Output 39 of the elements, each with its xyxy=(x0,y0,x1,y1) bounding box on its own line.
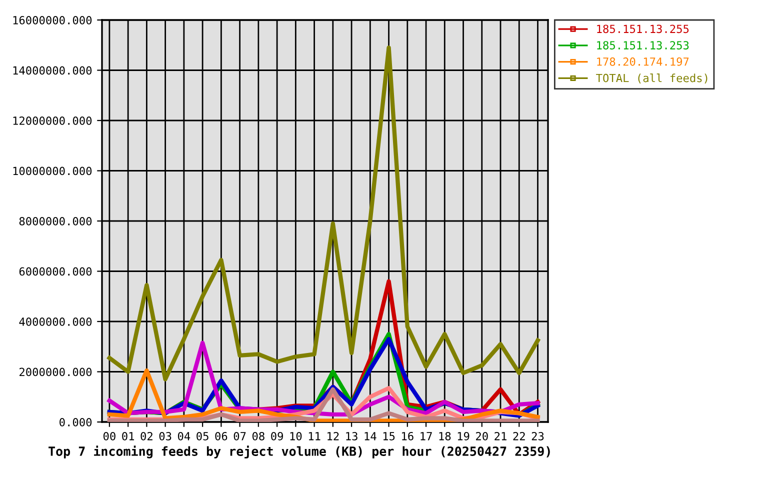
x-tick-label: 00 xyxy=(103,432,116,440)
legend-label: 185.151.13.253 xyxy=(597,41,689,50)
y-tick-label: 14000000.000 xyxy=(13,66,92,75)
legend-label: 185.151.13.255 xyxy=(597,24,689,34)
x-tick-label: 04 xyxy=(178,432,190,440)
y-tick-label: 12000000.000 xyxy=(13,116,92,125)
x-tick-label: 16 xyxy=(402,432,414,440)
y-tick-label: 2000000.000 xyxy=(20,368,92,376)
legend-label: TOTAL (all feeds) xyxy=(596,74,708,84)
x-tick-label: 07 xyxy=(234,432,246,440)
y-tick-label: 10000000.000 xyxy=(13,166,92,176)
x-tick-label: 12 xyxy=(328,432,339,440)
x-tick-label: 01 xyxy=(122,432,134,440)
x-tick-label: 21 xyxy=(494,432,506,440)
x-tick-label: 17 xyxy=(420,432,432,440)
y-tick-label: 4000000.000 xyxy=(19,318,92,326)
y-tick-label: 6000000.000 xyxy=(19,267,92,276)
line-series xyxy=(107,46,540,382)
x-tick-label: 20 xyxy=(476,432,488,440)
x-tick-label: 19 xyxy=(458,432,470,440)
x-tick-label: 08 xyxy=(252,432,264,440)
x-tick-label: 06 xyxy=(215,432,228,440)
x-tick-label: 13 xyxy=(346,432,358,440)
x-tick-label: 22 xyxy=(513,432,525,440)
x-tick-label: 18 xyxy=(439,432,451,440)
x-tick-label: 03 xyxy=(159,432,172,440)
x-tick-label: 10 xyxy=(290,432,302,440)
x-tick-label: 14 xyxy=(364,432,376,440)
x-tick-label: 05 xyxy=(196,432,208,440)
x-tick-label: 23 xyxy=(532,432,544,440)
legend-label: 178.20.174.197 xyxy=(597,57,689,66)
x-tick-label: 02 xyxy=(140,432,152,440)
y-tick-label: 8000000.000 xyxy=(19,217,92,226)
y-tick-label: 16000000.000 xyxy=(13,16,92,24)
x-tick-label: 15 xyxy=(383,432,395,440)
x-tick-label: 09 xyxy=(271,432,283,440)
text: Top 7 incoming feeds by reject volume (KB) per hour (20250427 2359) xyxy=(48,446,550,458)
y-tick-label: 0.000 xyxy=(60,418,92,426)
x-tick-label: 11 xyxy=(308,432,320,440)
